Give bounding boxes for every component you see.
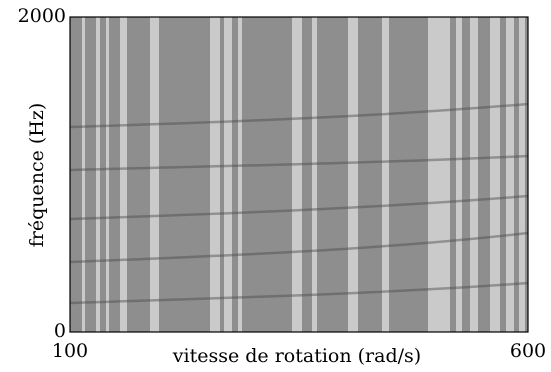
x-tick-label: 600 <box>510 340 546 362</box>
harmonic-bands <box>69 102 529 305</box>
y-tick-label: 0 <box>54 320 66 342</box>
y-axis-label: fréquence (Hz) <box>26 103 48 248</box>
y-tick-label: 2000 <box>18 5 66 27</box>
x-tick-label: 100 <box>52 340 88 362</box>
x-axis-label: vitesse de rotation (rad/s) <box>172 345 421 367</box>
plot-frame <box>69 16 529 333</box>
spectrogram-image <box>69 17 529 332</box>
light-stripes <box>82 17 525 332</box>
